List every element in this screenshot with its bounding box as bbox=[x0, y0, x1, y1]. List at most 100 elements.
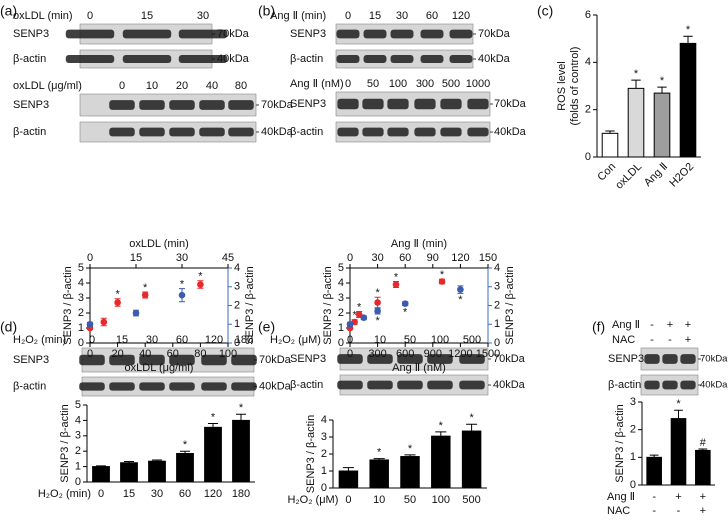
condition-sign: - bbox=[668, 334, 672, 346]
x-tick-label: 60 bbox=[167, 348, 179, 360]
y-tick-label: 0 bbox=[338, 337, 344, 349]
blot-band bbox=[122, 29, 172, 39]
row-label: β-actin bbox=[290, 53, 323, 65]
blot-band bbox=[414, 127, 436, 137]
x-tick-label: 100 bbox=[432, 494, 450, 506]
blot-band bbox=[362, 127, 384, 137]
y-axis-title: SENP3 / β-actin bbox=[62, 266, 74, 344]
lane-label: 0 bbox=[87, 10, 93, 22]
blot-band bbox=[459, 380, 485, 390]
y-tick-label: 5 bbox=[338, 262, 344, 274]
y-axis-title: SENP3 / β-actin bbox=[305, 415, 317, 493]
x2-tick-label: 120 bbox=[451, 252, 469, 264]
blot-header: oxLDL (min) bbox=[13, 10, 73, 22]
x2-axis-title: oxLDL (min) bbox=[129, 238, 189, 250]
y-tick-label: 0 bbox=[78, 337, 84, 349]
bar bbox=[431, 435, 451, 489]
bar bbox=[400, 456, 420, 489]
y-tick-label: 1 bbox=[78, 322, 84, 334]
y-axis-title: SENP3 / β-actin bbox=[59, 404, 71, 482]
x-tick-label: 1500 bbox=[476, 348, 500, 360]
x-tick-label: 50 bbox=[404, 494, 416, 506]
x-axis-title: Ang Ⅱ (nM) bbox=[392, 362, 446, 374]
lane-label: 50 bbox=[404, 334, 416, 346]
y-tick-label: 4 bbox=[585, 56, 591, 68]
marker-label: 70kDa bbox=[217, 28, 250, 40]
y-axis-title: SENP3 / β-actin bbox=[614, 404, 626, 482]
blot-band bbox=[337, 127, 359, 137]
panel-label: (b) bbox=[258, 3, 275, 19]
blot-band bbox=[139, 382, 165, 391]
point bbox=[438, 278, 446, 285]
y2-tick-label: 3 bbox=[494, 281, 500, 293]
error-bar bbox=[342, 467, 354, 471]
lane-label: 30 bbox=[146, 334, 158, 346]
marker-label: 40kDa bbox=[478, 53, 511, 65]
point bbox=[457, 286, 464, 293]
point bbox=[360, 314, 368, 321]
bar bbox=[601, 132, 619, 158]
marker-label: 70kDa bbox=[700, 354, 728, 365]
y2-tick-label: 4 bbox=[494, 262, 500, 274]
marker-label: 70kDa bbox=[478, 28, 511, 40]
row-label: β-actin bbox=[290, 379, 323, 391]
error-bar bbox=[207, 422, 219, 428]
x2-tick-label: 15 bbox=[130, 252, 142, 264]
blot-band bbox=[169, 354, 195, 366]
lane-label: 10 bbox=[374, 334, 386, 346]
condition-sign: + bbox=[700, 491, 706, 503]
lane-label: 1000 bbox=[466, 78, 490, 90]
blot-band bbox=[199, 127, 225, 137]
lane-label: 120 bbox=[205, 334, 223, 346]
blot-band bbox=[228, 127, 254, 137]
y-tick-label: 1 bbox=[630, 451, 636, 463]
blot-band bbox=[459, 354, 485, 364]
x-tick-label: 15 bbox=[123, 488, 135, 500]
y2-tick-label: 0 bbox=[234, 337, 240, 349]
bar bbox=[627, 87, 645, 158]
blot-header: H₂O₂ (min) bbox=[13, 334, 66, 346]
marker-label: 40kDa bbox=[494, 126, 527, 138]
marker-label: 40kDa bbox=[700, 380, 728, 391]
row-label: β-actin bbox=[290, 126, 323, 138]
bar bbox=[92, 466, 110, 483]
blot-header: oxLDL (μg/ml) bbox=[13, 80, 82, 92]
blot-band bbox=[201, 354, 227, 366]
significance-mark: * bbox=[440, 269, 445, 281]
x-tick-label: 0 bbox=[98, 488, 104, 500]
y-tick-label: 3 bbox=[321, 431, 327, 443]
y-tick-label: 1 bbox=[321, 465, 327, 477]
blot-strip bbox=[335, 121, 491, 143]
y2-tick-label: 2 bbox=[234, 299, 240, 311]
y-tick-label: 3 bbox=[78, 292, 84, 304]
lane-label: 15 bbox=[141, 10, 153, 22]
blot-band bbox=[109, 127, 135, 137]
x-tick-label: 120 bbox=[204, 488, 222, 500]
y-tick-label: 1 bbox=[75, 461, 81, 473]
error-bar bbox=[657, 86, 667, 94]
marker-label: 70kDa bbox=[493, 353, 526, 365]
blot-strip bbox=[81, 376, 255, 397]
blot-band bbox=[467, 127, 489, 137]
blot-band bbox=[662, 354, 678, 364]
lane-label: 15 bbox=[369, 10, 381, 22]
y-axis-title: (folds of control) bbox=[569, 47, 581, 126]
x-tick-label: 1200 bbox=[448, 348, 472, 360]
blot-band bbox=[363, 29, 387, 39]
lane-label: 20 bbox=[176, 80, 188, 92]
x2-axis-title: Ang Ⅱ (min) bbox=[391, 238, 447, 250]
lane-label: 10 bbox=[146, 80, 158, 92]
blot-band bbox=[199, 100, 225, 110]
y2-tick-label: 3 bbox=[234, 281, 240, 293]
x-tick-label: 40 bbox=[139, 348, 151, 360]
bar bbox=[461, 430, 482, 489]
y-tick-label: 0 bbox=[585, 151, 591, 163]
blot-band bbox=[336, 29, 360, 39]
y-tick-label: 0 bbox=[321, 482, 327, 494]
blot-band bbox=[231, 382, 257, 391]
blot-band bbox=[79, 354, 105, 366]
x-tick-label: 30 bbox=[151, 488, 163, 500]
y-axis-title: ROS level bbox=[556, 61, 568, 111]
blot-band bbox=[362, 98, 384, 110]
significance-mark: * bbox=[660, 75, 665, 87]
